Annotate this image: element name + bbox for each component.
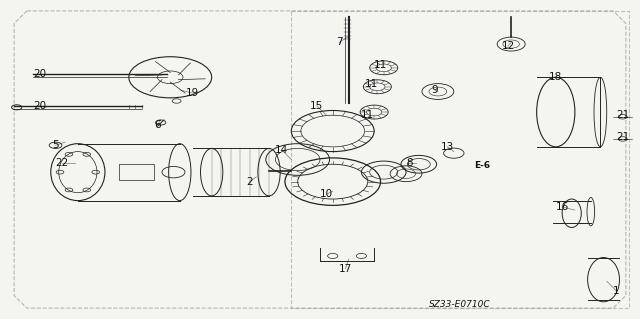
Text: 7: 7 <box>336 38 342 48</box>
Text: 16: 16 <box>556 202 569 212</box>
Text: 14: 14 <box>275 145 289 155</box>
Text: 21: 21 <box>616 110 629 120</box>
Text: 2: 2 <box>246 177 253 187</box>
Text: SZ33-E0710C: SZ33-E0710C <box>429 300 491 309</box>
Text: 11: 11 <box>364 78 378 89</box>
Text: 1: 1 <box>613 286 620 296</box>
Text: 6: 6 <box>154 120 161 130</box>
Text: 15: 15 <box>310 101 323 111</box>
Text: 22: 22 <box>55 158 68 168</box>
Text: E-6: E-6 <box>474 161 490 170</box>
Text: 8: 8 <box>406 158 413 168</box>
Text: 9: 9 <box>431 85 438 95</box>
Text: 18: 18 <box>549 72 563 82</box>
Bar <box>119 164 154 180</box>
Text: 20: 20 <box>33 101 46 111</box>
Text: 11: 11 <box>374 60 387 70</box>
Text: 13: 13 <box>441 142 454 152</box>
Text: 20: 20 <box>33 69 46 79</box>
Text: 5: 5 <box>52 140 59 150</box>
Text: 17: 17 <box>339 263 352 274</box>
Text: 10: 10 <box>320 189 333 199</box>
Text: 12: 12 <box>501 41 515 51</box>
Text: 21: 21 <box>616 132 629 142</box>
Text: 19: 19 <box>186 88 199 98</box>
Text: 11: 11 <box>361 110 374 120</box>
